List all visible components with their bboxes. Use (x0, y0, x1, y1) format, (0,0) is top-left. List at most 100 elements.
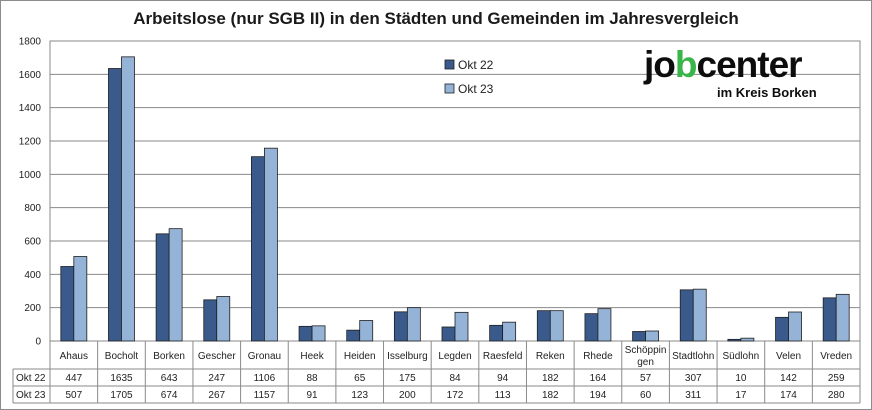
bar-okt-22 (584, 313, 599, 342)
bar-okt-22 (60, 266, 75, 342)
bar-okt-22 (727, 338, 742, 342)
table-value: 200 (399, 390, 416, 401)
table-value: 164 (590, 373, 607, 384)
bar-okt-23 (502, 321, 517, 342)
bar-okt-22 (155, 233, 170, 342)
table-value: 57 (640, 373, 652, 384)
bar-okt-22 (251, 156, 265, 342)
table-value: 267 (208, 390, 225, 401)
bar-okt-22 (679, 289, 694, 342)
bar-okt-22 (632, 331, 646, 342)
bar-okt-22 (822, 297, 837, 342)
table-value: 194 (590, 390, 607, 401)
logo-subtitle: im Kreis Borken (717, 85, 817, 100)
category-label: Velen (776, 351, 801, 362)
table-value: 60 (640, 390, 652, 401)
table-value: 280 (828, 390, 845, 401)
category-label: Legden (438, 351, 471, 362)
legend-label: Okt 22 (458, 58, 494, 72)
table-value: 1705 (110, 390, 133, 401)
category-label: Gescher (198, 351, 236, 362)
category-label: Isselburg (387, 351, 428, 362)
bar-okt-22 (346, 329, 361, 342)
logo-wordmark: jobcenter (644, 44, 803, 85)
table-series-label: Okt 23 (16, 390, 46, 401)
jobcenter-logo: jobcenter im Kreis Borken (644, 44, 849, 104)
y-tick-label: 1200 (19, 137, 42, 148)
bar-okt-22 (775, 316, 789, 342)
table-value: 84 (449, 373, 461, 384)
table-value: 182 (542, 390, 559, 401)
bar-okt-23 (692, 288, 707, 342)
category-label: Gronau (248, 351, 281, 362)
category-label: gen (637, 357, 654, 368)
table-value: 1157 (254, 390, 276, 401)
bar-okt-23 (168, 228, 183, 342)
bar-okt-23 (740, 337, 755, 342)
category-label: Rhede (583, 351, 613, 362)
table-value: 1106 (254, 373, 276, 384)
table-value: 259 (828, 373, 845, 384)
legend-label: Okt 23 (458, 82, 494, 96)
legend-swatch (444, 83, 455, 94)
chart-title: Arbeitslose (nur SGB II) in den Städten … (133, 9, 739, 28)
table-value: 643 (161, 373, 178, 384)
bars (60, 56, 850, 342)
legend-swatch (444, 59, 455, 70)
bar-okt-23 (311, 325, 326, 342)
table-value: 175 (399, 373, 416, 384)
bar-okt-22 (441, 326, 456, 342)
category-label: Bocholt (105, 351, 139, 362)
y-axis: 0 200 400 600 800 1000 1200 1400 1600 1800 (19, 37, 42, 348)
table-value: 447 (65, 373, 82, 384)
bar-okt-23 (645, 330, 659, 342)
y-tick-label: 800 (24, 203, 41, 214)
bar-okt-23 (597, 308, 612, 342)
y-tick-label: 1600 (19, 70, 42, 81)
y-tick-label: 600 (24, 237, 41, 248)
bar-okt-23 (454, 311, 469, 342)
table-value: 142 (780, 373, 797, 384)
category-label: Schöppin (625, 345, 667, 356)
category-label: Ahaus (60, 351, 88, 362)
y-tick-label: 400 (24, 270, 41, 281)
legend: Okt 22 Okt 23 (444, 58, 494, 96)
table-value: 247 (208, 373, 225, 384)
category-label: Stadtlohn (672, 351, 714, 362)
table-value: 307 (685, 373, 702, 384)
y-tick-label: 200 (24, 303, 41, 314)
category-label: Reken (536, 351, 565, 362)
table-value: 88 (306, 373, 318, 384)
table-value: 17 (735, 390, 747, 401)
bar-okt-23 (549, 310, 564, 342)
bar-okt-22 (536, 310, 551, 342)
table-value: 507 (65, 390, 82, 401)
category-label: Raesfeld (483, 351, 522, 362)
bar-okt-23 (216, 296, 231, 342)
category-label: Heiden (344, 351, 376, 362)
table-value: 174 (780, 390, 797, 401)
table-value: 674 (161, 390, 178, 401)
category-label: Heek (300, 351, 324, 362)
bar-okt-23 (406, 307, 421, 342)
bar-okt-22 (108, 68, 122, 342)
bar-okt-23 (788, 311, 802, 342)
table-value: 311 (685, 390, 701, 401)
category-label: Vreden (820, 351, 852, 362)
category-label: Südlohn (723, 351, 760, 362)
table-value: 1635 (110, 373, 133, 384)
table-series-label: Okt 22 (16, 373, 46, 384)
category-label: Borken (153, 351, 185, 362)
table-value: 10 (735, 373, 747, 384)
bar-okt-23 (264, 147, 278, 342)
y-tick-label: 1400 (19, 103, 42, 114)
table-value: 113 (495, 390, 511, 401)
bar-okt-23 (121, 56, 135, 342)
bar-okt-22 (393, 311, 408, 342)
table-value: 182 (542, 373, 559, 384)
table-value: 123 (351, 390, 368, 401)
data-table: Ahaus Bocholt Borken Gescher Gronau Heek Heide… (12, 341, 861, 404)
y-tick-label: 0 (35, 337, 41, 348)
y-tick-label: 1800 (19, 37, 42, 48)
